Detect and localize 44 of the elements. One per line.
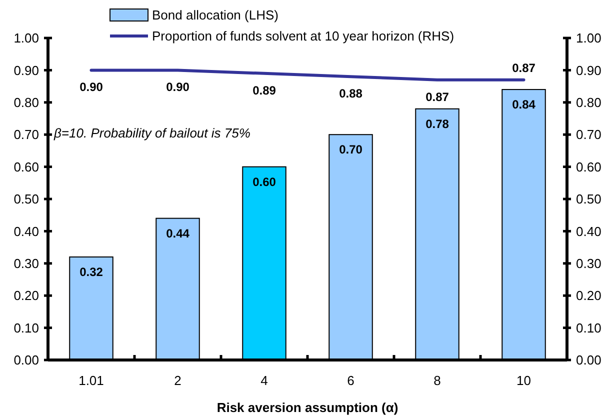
x-tick-label: 4 <box>260 373 268 388</box>
legend-label: Proportion of funds solvent at 10 year horizon (RHS) <box>152 28 454 44</box>
y2-tick-label: 0.50 <box>576 192 602 207</box>
y2-tick-label: 0.80 <box>576 94 602 110</box>
y-tick-label: 0.50 <box>14 192 39 207</box>
data-label: 0.88 <box>339 86 363 101</box>
data-label: 0.89 <box>252 83 276 98</box>
x-axis-title: Risk aversion assumption (α) <box>216 400 398 415</box>
data-label: 0.32 <box>80 264 104 279</box>
data-label: 0.60 <box>252 174 276 189</box>
data-label: 0.70 <box>339 142 363 157</box>
y2-tick-label: 0.00 <box>576 352 602 368</box>
y-tick-label: 0.10 <box>14 320 39 336</box>
y-tick-label: 1.00 <box>14 30 39 46</box>
data-label: 0.84 <box>512 98 536 112</box>
x-tick-label: 8 <box>434 373 441 388</box>
y2-tick-label: 0.60 <box>576 159 602 174</box>
y-tick-label: 0.30 <box>14 256 39 271</box>
y2-tick-label: 0.10 <box>576 320 602 336</box>
x-tick-label: 10 <box>516 373 531 388</box>
y-tick-label: 0.00 <box>14 352 39 368</box>
data-label: 0.87 <box>426 90 450 104</box>
data-label: 0.90 <box>80 80 104 94</box>
legend-label: Bond allocation (LHS) <box>152 8 278 23</box>
data-label: 0.44 <box>166 226 190 240</box>
data-label: 0.78 <box>426 116 450 131</box>
y-tick-label: 0.40 <box>14 224 39 239</box>
x-tick-label: 1.01 <box>78 373 104 388</box>
y-tick-label: 0.60 <box>14 159 39 174</box>
x-tick-label: 6 <box>347 373 354 388</box>
y2-tick-label: 1.00 <box>576 30 602 46</box>
y-tick-label: 0.80 <box>14 94 39 110</box>
data-label: 0.90 <box>166 80 190 94</box>
y-tick-label: 0.70 <box>14 127 39 142</box>
y-tick-label: 0.20 <box>14 288 39 304</box>
y-tick-label: 0.90 <box>14 62 39 78</box>
x-tick-label: 2 <box>174 373 182 388</box>
y2-tick-label: 0.70 <box>576 127 602 142</box>
annotation: β=10. Probability of bailout is 75% <box>53 126 250 141</box>
y2-tick-label: 0.90 <box>576 62 602 78</box>
data-label: 0.87 <box>512 60 536 75</box>
y2-tick-label: 0.20 <box>576 288 602 304</box>
y2-tick-label: 0.40 <box>576 224 602 239</box>
y2-tick-label: 0.30 <box>576 256 602 271</box>
